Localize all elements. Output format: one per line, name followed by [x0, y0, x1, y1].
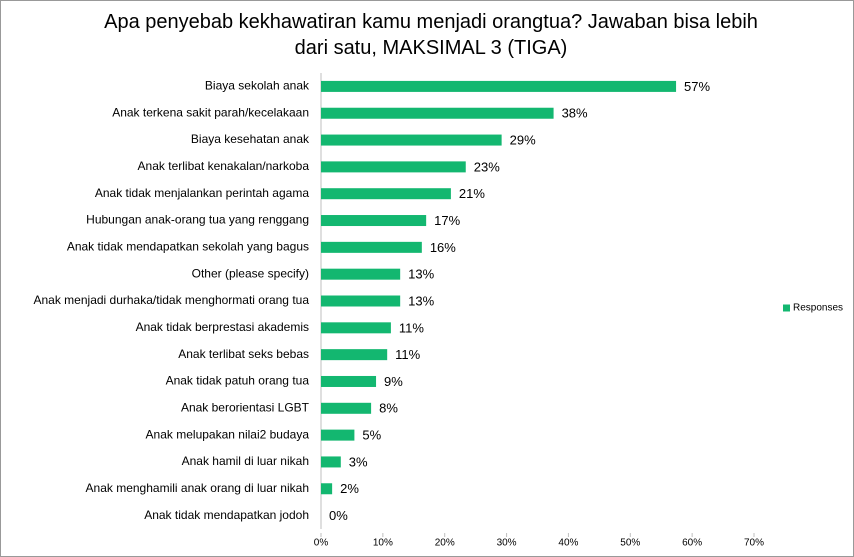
bar	[321, 483, 333, 495]
x-tick-label: 10%	[373, 538, 393, 549]
value-label: 13%	[408, 293, 434, 308]
x-tick-label: 50%	[620, 538, 640, 549]
value-label: 13%	[408, 267, 434, 282]
y-tick-label: Anak tidak mendapatkan jodoh	[144, 508, 309, 522]
y-tick-label: Other (please specify)	[192, 266, 309, 280]
bar	[321, 80, 677, 92]
legend-label: Responses	[793, 303, 843, 314]
y-tick-label: Anak tidak mendapatkan sekolah yang bagu…	[67, 240, 309, 254]
value-label: 5%	[362, 428, 381, 443]
value-label: 8%	[379, 401, 398, 416]
y-tick-label: Anak menghamili anak orang di luar nikah	[86, 481, 309, 495]
bar	[321, 322, 391, 334]
y-tick-label: Anak tidak patuh orang tua	[166, 374, 310, 388]
y-tick-label: Anak hamil di luar nikah	[182, 454, 309, 468]
bar	[321, 107, 554, 119]
y-tick-label: Anak terkena sakit parah/kecelakaan	[112, 105, 309, 119]
value-label: 29%	[510, 132, 536, 147]
bar	[321, 429, 355, 441]
value-label: 21%	[459, 186, 485, 201]
value-label: 9%	[384, 374, 403, 389]
bar	[321, 241, 422, 253]
value-label: 11%	[399, 320, 424, 335]
y-tick-label: Anak menjadi durhaka/tidak menghormati o…	[34, 293, 310, 307]
bar	[321, 456, 341, 468]
value-label: 2%	[340, 481, 359, 496]
bar	[321, 134, 502, 146]
value-label: 3%	[349, 454, 368, 469]
value-label: 0%	[329, 508, 348, 523]
bar	[321, 349, 388, 361]
y-tick-label: Anak tidak berprestasi akademis	[136, 320, 309, 334]
value-label: 57%	[684, 79, 710, 94]
chart-title: Apa penyebab kekhawatiran kamu menjadi o…	[104, 11, 758, 59]
bar	[321, 188, 451, 200]
y-tick-label: Biaya sekolah anak	[205, 79, 310, 93]
y-tick-label: Anak terlibat seks bebas	[178, 347, 309, 361]
bar	[321, 295, 401, 307]
value-label: 11%	[395, 347, 420, 362]
bar	[321, 268, 401, 280]
x-tick-label: 60%	[682, 538, 702, 549]
bar	[321, 402, 372, 414]
x-tick-label: 70%	[744, 538, 764, 549]
x-tick-label: 40%	[558, 538, 578, 549]
bar	[321, 375, 377, 387]
y-tick-label: Anak tidak menjalankan perintah agama	[95, 186, 309, 200]
value-label: 16%	[430, 240, 456, 255]
x-tick-label: 30%	[497, 538, 517, 549]
legend-swatch	[783, 304, 790, 312]
value-label: 23%	[474, 159, 500, 174]
x-tick-label: 0%	[314, 538, 329, 549]
y-tick-label: Hubungan anak-orang tua yang renggang	[86, 213, 309, 227]
y-tick-label: Biaya kesehatan anak	[191, 132, 310, 146]
y-tick-label: Anak terlibat kenakalan/narkoba	[138, 159, 310, 173]
y-tick-label: Anak melupakan nilai2 budaya	[146, 427, 310, 441]
value-label: 17%	[434, 213, 460, 228]
bar	[321, 215, 427, 227]
bar	[321, 161, 466, 173]
y-tick-label: Anak berorientasi LGBT	[181, 400, 310, 414]
x-tick-label: 20%	[435, 538, 455, 549]
value-label: 38%	[562, 106, 588, 121]
